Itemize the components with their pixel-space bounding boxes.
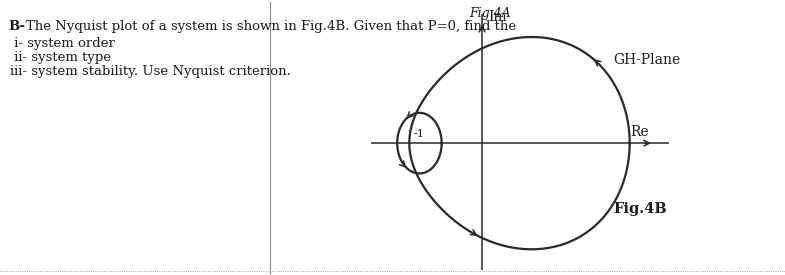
- Text: The Nyquist plot of a system is shown in Fig.4B. Given that P=0, find the: The Nyquist plot of a system is shown in…: [26, 20, 516, 33]
- Text: -1: -1: [414, 129, 425, 139]
- Text: iii- system stability. Use Nyquist criterion.: iii- system stability. Use Nyquist crite…: [10, 65, 291, 78]
- Text: Im: Im: [488, 10, 507, 24]
- Text: GH-Plane: GH-Plane: [614, 53, 681, 67]
- Text: Fig.4A: Fig.4A: [469, 7, 511, 20]
- Text: B-: B-: [8, 20, 25, 33]
- Text: ii- system type: ii- system type: [10, 51, 111, 64]
- Text: Fig.4B: Fig.4B: [614, 202, 667, 216]
- Text: i- system order: i- system order: [10, 37, 115, 50]
- Text: Re: Re: [630, 125, 649, 139]
